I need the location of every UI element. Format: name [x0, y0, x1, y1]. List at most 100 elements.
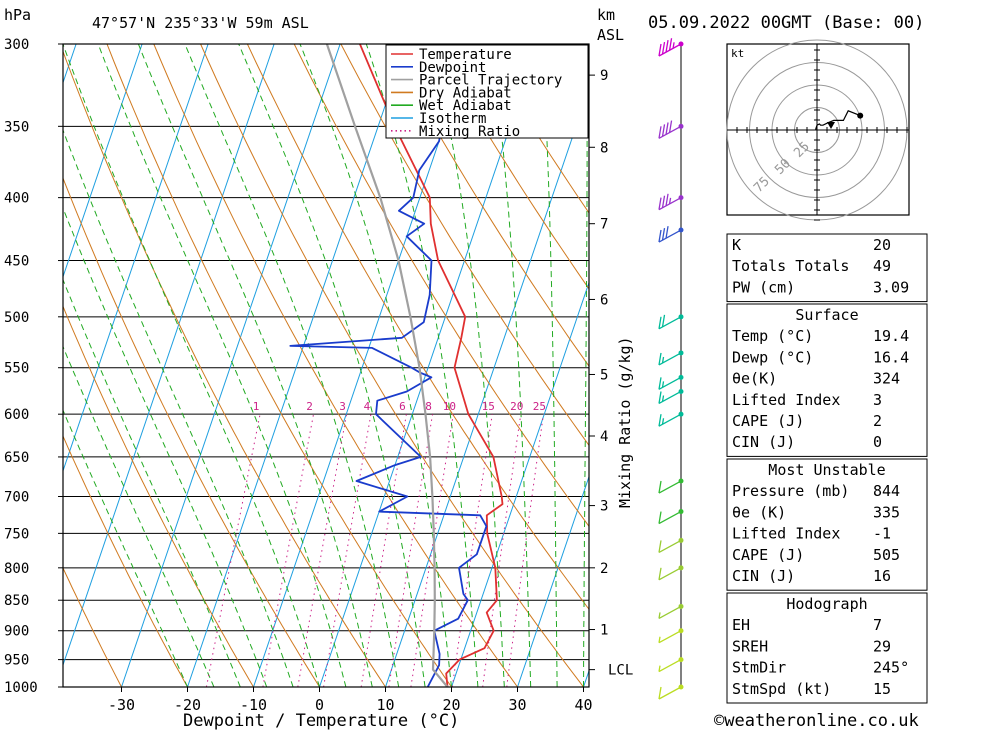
wind-barb-dot: [678, 537, 684, 543]
temperature-tick-label: 40: [574, 696, 592, 714]
wind-barb: [658, 120, 684, 139]
wind-barb-flag: [658, 316, 662, 329]
mixing-ratio-line: [388, 414, 434, 687]
wet-adiabat-line: [238, 44, 426, 687]
wind-barb-flag: [658, 377, 662, 390]
mixing-ratio-line: [323, 414, 372, 687]
wet-adiabat-line: [63, 409, 188, 687]
index-value: 3.09: [873, 278, 909, 296]
wet-adiabat-line: [63, 345, 215, 687]
wind-barb-dot: [678, 684, 684, 690]
mixing-ratio-axis-title: Mixing Ratio (g/kg): [616, 336, 634, 508]
mixing-ratio-line: [297, 414, 348, 687]
hodograph-end-dot: [857, 112, 864, 119]
plot-axes: 3003504004505005506006507007508008509009…: [4, 37, 633, 714]
wind-barb-flag: [658, 197, 662, 210]
wind-barb-staff: [658, 376, 682, 390]
index-label: Lifted Index: [732, 391, 840, 409]
index-label: CIN (J): [732, 567, 795, 585]
wind-barb-half-flag: [661, 356, 665, 364]
wind-barb-dot: [678, 478, 684, 484]
wet-adiabat-line: [97, 44, 347, 687]
pressure-tick-label: 900: [4, 624, 29, 640]
index-label: Pressure (mb): [732, 482, 849, 500]
wind-barb-staff: [658, 480, 682, 494]
wind-barb-staff: [658, 567, 682, 581]
index-label: CAPE (J): [732, 546, 804, 564]
hodograph-trace: [815, 110, 861, 130]
dry-adiabat-line: [246, 44, 589, 611]
location-label: 47°57'N 235°33'W 59m ASL: [92, 14, 309, 32]
datetime-label: 05.09.2022 00GMT (Base: 00): [648, 13, 924, 33]
index-value: 16.4: [873, 348, 909, 366]
wet-adiabat-line: [583, 44, 588, 687]
wind-barb-half-flag: [672, 42, 675, 49]
isotherm-line: [63, 44, 209, 473]
wind-barb-staff: [658, 605, 682, 620]
wind-barb-dot: [678, 227, 684, 233]
wind-barb-half-flag: [661, 418, 665, 425]
wind-barb-flag: [661, 41, 666, 55]
wind-barb-flag: [658, 480, 662, 494]
temperature-tick-label: 10: [376, 696, 394, 714]
wind-barb-half-flag: [661, 395, 665, 402]
wind-barb-staff: [658, 316, 682, 330]
wet-adiabat-line: [63, 278, 241, 687]
legend-entry: Parcel Trajectory: [419, 73, 562, 89]
height-tick-label: 1: [600, 623, 608, 639]
mixing-ratio-label: 20: [510, 400, 523, 413]
index-value: 505: [873, 546, 900, 564]
wind-barb: [658, 603, 684, 620]
pressure-tick-label: 750: [4, 526, 29, 542]
index-value: 324: [873, 370, 900, 388]
index-label: StmDir: [732, 659, 786, 677]
isotherm-line: [63, 44, 143, 279]
dry-adiabat-line: [153, 44, 518, 687]
index-value: 2: [873, 412, 882, 430]
pressure-tick-label: 950: [4, 653, 29, 669]
pressure-tick-label: 400: [4, 191, 29, 207]
temperature-tick-label: -20: [174, 696, 201, 714]
wind-barb-staff: [658, 229, 682, 243]
isotherm-line: [187, 44, 407, 687]
mixing-ratio-label: 15: [482, 400, 495, 413]
mixing-ratio-label: 3: [339, 400, 346, 413]
wind-barb-half-flag: [661, 381, 665, 388]
mixing-ratio-label: 25: [533, 400, 546, 413]
wind-barb-half-flag: [668, 197, 672, 204]
index-value: 19.4: [873, 327, 909, 345]
wind-barb: [658, 657, 684, 673]
index-value: 16: [873, 567, 891, 585]
wind-barb-staff: [658, 352, 682, 366]
hodograph-table-title: Hodograph: [786, 595, 867, 613]
index-value: 335: [873, 503, 900, 521]
wind-barb-dot: [678, 509, 684, 515]
wind-barb-dot: [678, 657, 684, 663]
dry-adiabat-line: [63, 176, 320, 687]
dry-adiabat-line: [106, 44, 452, 687]
index-label: Lifted Index: [732, 525, 840, 543]
index-value: 0: [873, 433, 882, 451]
wet-adiabat-line: [63, 128, 294, 687]
index-label: SREH: [732, 637, 768, 655]
mixing-ratio-label: 1: [253, 400, 260, 413]
top-indices-table: [726, 233, 928, 303]
temperature-tick-label: 30: [508, 696, 526, 714]
mixing-ratio-line: [205, 414, 261, 687]
wind-barb: [658, 38, 684, 57]
wind-barb-flag: [665, 40, 669, 53]
storm-motion-marker: [827, 122, 835, 129]
temperature-tick-label: -10: [240, 696, 267, 714]
height-tick-label: 8: [600, 140, 608, 156]
index-value: -1: [873, 525, 891, 543]
index-value: 7: [873, 616, 882, 634]
wet-adiabat-line: [137, 44, 373, 687]
temperature-tick-label: 20: [442, 696, 460, 714]
mixing-ratio-line: [262, 414, 314, 687]
wind-barb-dot: [678, 350, 684, 356]
wind-barb-staff: [658, 413, 682, 427]
index-value: 49: [873, 257, 891, 275]
wind-barb-half-flag: [658, 612, 661, 619]
wind-barb-flag: [658, 43, 662, 57]
